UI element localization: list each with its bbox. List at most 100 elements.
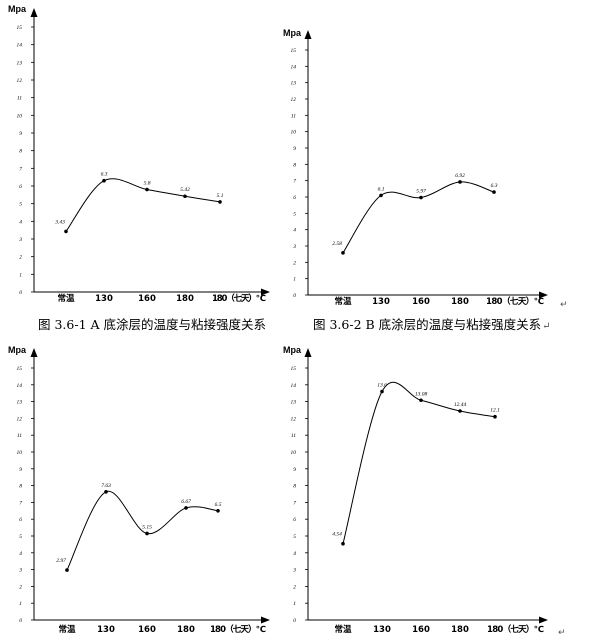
y-axis-label: Mpa [8, 345, 27, 355]
data-label: 13.08 [415, 391, 428, 397]
series-line [66, 491, 219, 571]
y-tick-label: 10 [17, 113, 23, 119]
x-tick-label: 常温 [57, 293, 75, 304]
y-tick-label: 5 [293, 534, 296, 540]
x-tick-label: 160 [138, 294, 156, 304]
y-axis-arrow [30, 348, 38, 357]
y-tick-label: 2 [293, 584, 296, 590]
y-tick-label: 11 [17, 433, 22, 439]
y-tick-label: 13 [291, 400, 297, 406]
x-tick-label: 160 [138, 625, 156, 635]
x-tick-label: 130 [373, 625, 391, 635]
y-axis-label: Mpa [8, 4, 27, 14]
y-tick-label: 13 [291, 81, 297, 87]
data-point [419, 195, 423, 200]
data-label: 4.54 [332, 531, 342, 538]
y-tick-label: 15 [291, 366, 297, 372]
data-label: 6.5 [215, 502, 222, 508]
data-label: 5.8 [144, 181, 151, 187]
y-tick-label: 15 [17, 25, 23, 31]
data-point [341, 251, 345, 255]
y-tick-label: 7 [19, 166, 22, 172]
y-tick-label: 7 [19, 500, 22, 506]
data-point [380, 389, 384, 394]
x-tick-label: 180（七天）℃ [210, 624, 266, 635]
y-tick-label: 1 [19, 601, 22, 607]
data-point [341, 541, 345, 546]
y-tick-label: 2 [19, 255, 22, 261]
y-tick-label: 1 [19, 272, 22, 278]
y-tick-label: 4 [19, 550, 22, 557]
data-point [218, 200, 222, 204]
data-label: 2.58 [332, 241, 342, 247]
data-point [492, 190, 496, 194]
data-point [419, 398, 423, 403]
y-tick-label: 1 [293, 601, 296, 607]
x-tick-label: 160 [412, 297, 430, 307]
data-label: 2.97 [56, 558, 66, 564]
caption-chart-1: 图 3.6-1 A 底涂层的温度与粘接强度关系 [38, 314, 266, 333]
data-label: 6.1 [378, 186, 385, 192]
y-tick-label: 8 [19, 484, 22, 490]
data-point [65, 568, 69, 572]
data-point [379, 193, 383, 198]
x-tick-label: 常温 [334, 296, 352, 307]
y-tick-label: 0 [19, 290, 22, 296]
caption-text-2: 图 3.6-2 B 底涂层的温度与粘接强度关系 [313, 317, 542, 332]
x-tick-label: 180（七天）℃ [487, 624, 544, 635]
y-tick-label: 11 [291, 113, 296, 119]
x-tick-label: 130 [372, 297, 390, 307]
return-mark: ↵ [542, 321, 551, 332]
data-point [104, 490, 108, 494]
y-tick-label: 14 [291, 63, 297, 70]
y-tick-label: 6 [19, 517, 22, 523]
caption-text-1: 图 3.6-1 A 底涂层的温度与粘接强度关系 [38, 317, 267, 332]
data-point [216, 509, 220, 513]
return-mark: ↵ [560, 300, 568, 310]
x-tick-label: 180（七天）℃ [486, 296, 544, 307]
y-tick-label: 12 [291, 416, 297, 422]
y-tick-label: 0 [293, 618, 296, 624]
y-tick-label: 11 [17, 96, 22, 102]
y-tick-label: 5 [19, 202, 22, 208]
y-tick-label: 3 [292, 568, 296, 574]
x-tick-label: 180 [177, 625, 195, 635]
data-label: 6.92 [455, 173, 465, 179]
y-tick-label: 13 [17, 60, 23, 66]
y-tick-label: 6 [293, 517, 296, 523]
y-tick-label: 9 [293, 146, 296, 152]
y-tick-label: 8 [293, 162, 296, 168]
y-tick-label: 10 [17, 450, 23, 456]
data-point [64, 229, 68, 234]
y-tick-label: 9 [19, 131, 22, 137]
y-axis-label: Mpa [283, 28, 302, 38]
x-tick-label: 常温 [334, 624, 352, 635]
data-point [183, 194, 187, 199]
y-axis-arrow [304, 348, 312, 357]
data-label: 13.6 [377, 383, 387, 389]
y-tick-label: 14 [17, 382, 23, 389]
y-tick-label: 2 [293, 260, 296, 266]
data-label: 5.97 [416, 188, 426, 194]
y-tick-label: 7 [293, 179, 296, 185]
y-tick-label: 15 [291, 48, 297, 54]
x-tick-label: 180 [451, 297, 469, 307]
data-label: 5.15 [142, 524, 152, 530]
data-point [458, 409, 462, 413]
y-tick-label: 1 [293, 277, 296, 283]
return-mark: ↵ [558, 628, 566, 638]
data-label: 12.1 [490, 408, 500, 414]
y-tick-label: 14 [291, 382, 297, 389]
y-tick-label: 8 [293, 484, 296, 490]
series-line [65, 178, 221, 232]
x-tick-label: 180（七天）℃ [212, 293, 266, 304]
y-axis-arrow [304, 30, 312, 39]
data-point [458, 180, 462, 184]
x-axis-arrow [539, 291, 548, 299]
data-point [145, 531, 149, 536]
y-tick-label: 13 [17, 400, 23, 406]
